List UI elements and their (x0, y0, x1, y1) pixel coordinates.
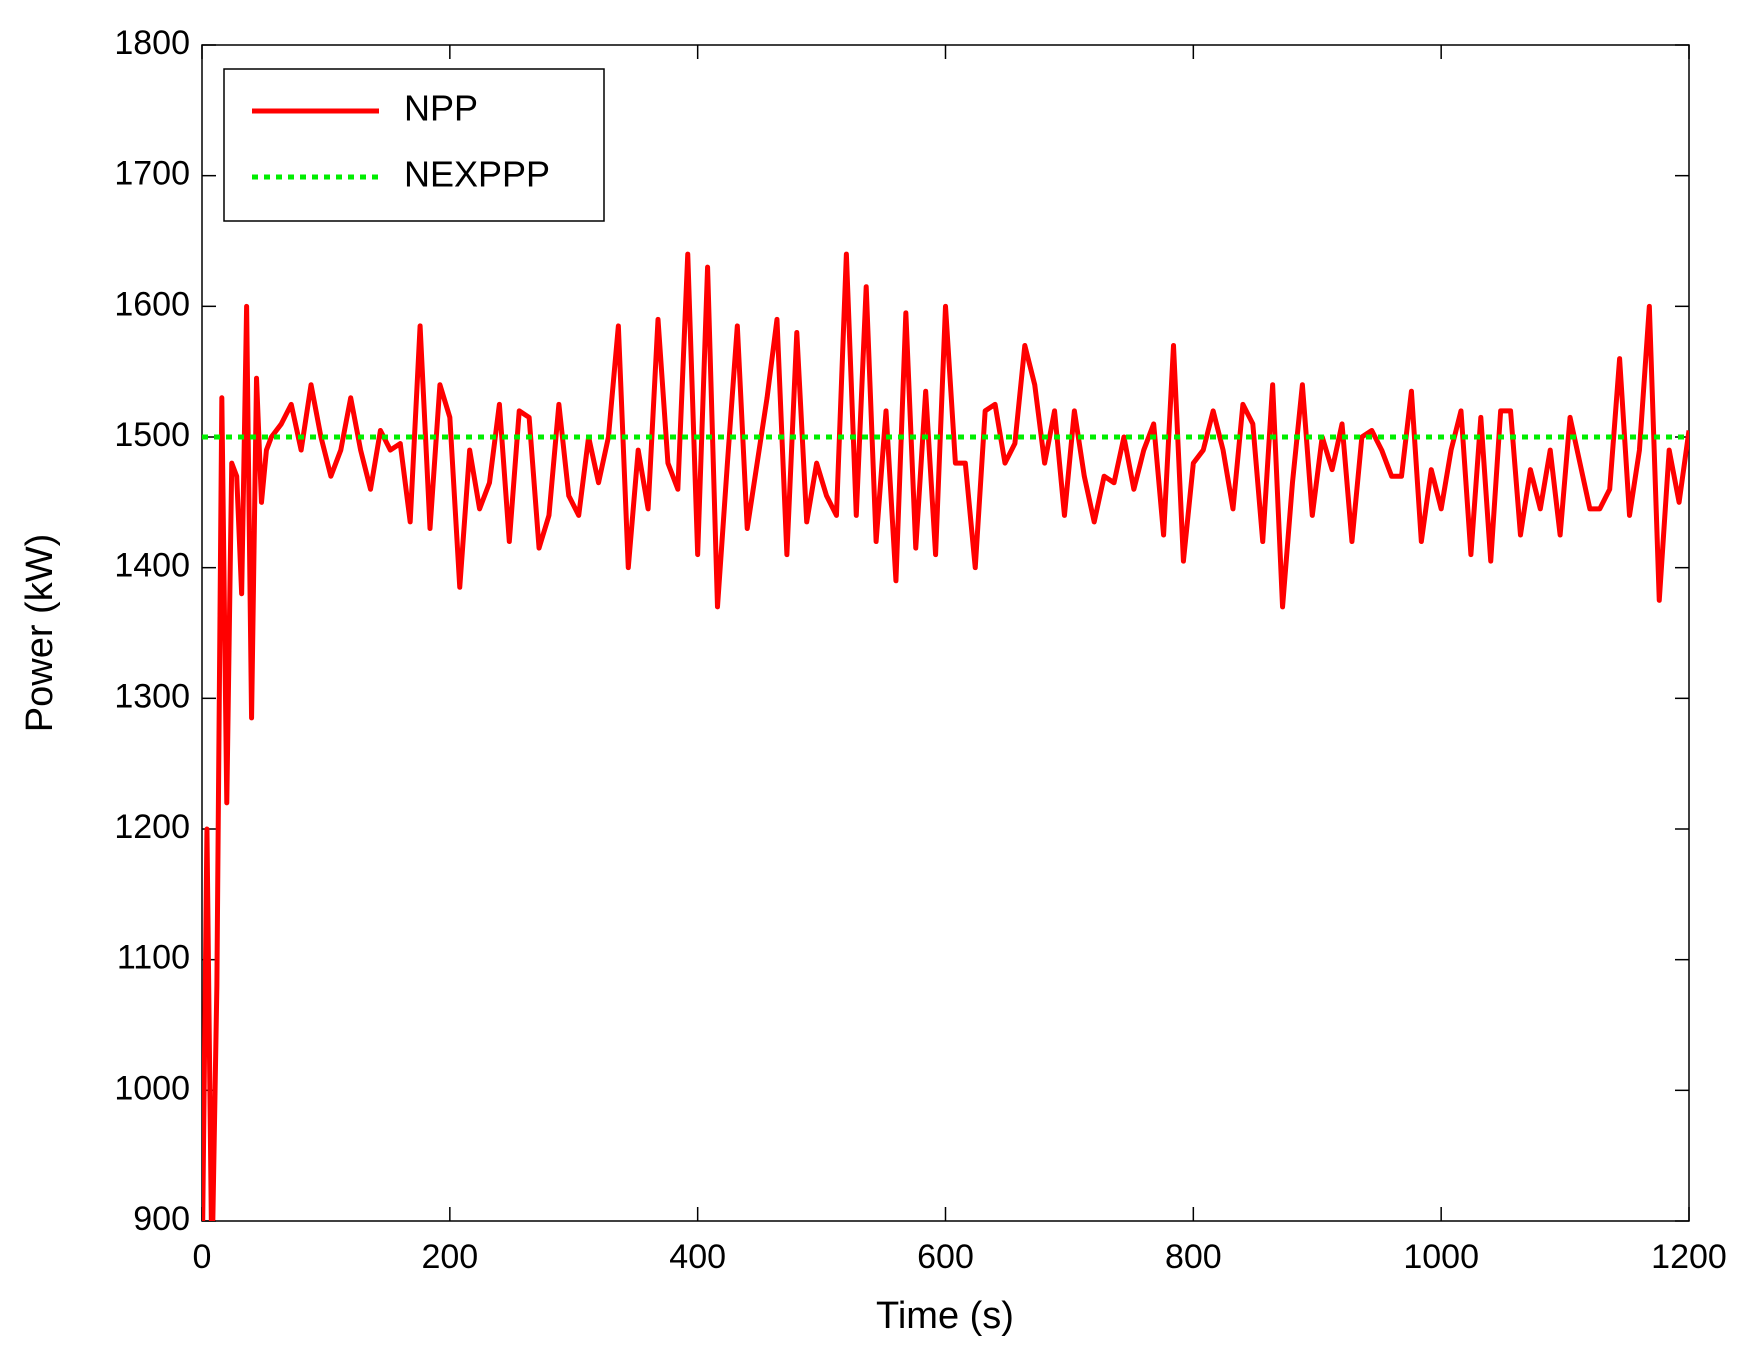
y-tick-label: 1000 (114, 1069, 190, 1107)
y-tick-label: 1700 (114, 155, 190, 193)
x-tick-label: 1000 (1403, 1238, 1479, 1276)
plot-area (201, 44, 1690, 1222)
x-tick-label: 600 (917, 1238, 974, 1276)
legend-box (223, 68, 605, 222)
y-tick-label: 1200 (114, 808, 190, 846)
y-tick-label: 1600 (114, 285, 190, 323)
plot-lines (202, 251, 1689, 1221)
legend-label: NEXPPP (404, 154, 550, 195)
x-axis-label: Time (s) (876, 1295, 1014, 1337)
y-tick-label: 1400 (114, 547, 190, 585)
x-tick-label: 1200 (1651, 1238, 1727, 1276)
y-tick-label: 1500 (114, 416, 190, 454)
y-tick-label: 1100 (117, 939, 190, 977)
x-tick-label: 400 (669, 1238, 726, 1276)
x-tick-label: 0 (193, 1238, 212, 1276)
y-tick-label: 1300 (114, 677, 190, 715)
x-tick-label: 200 (421, 1238, 478, 1276)
y-axis-label: Power (kW) (19, 534, 61, 732)
legend-label: NPP (404, 88, 478, 129)
x-tick-label: 800 (1165, 1238, 1222, 1276)
y-tick-label: 1800 (114, 24, 190, 62)
y-tick-label: 900 (133, 1200, 190, 1238)
line-npp (202, 251, 1689, 1221)
